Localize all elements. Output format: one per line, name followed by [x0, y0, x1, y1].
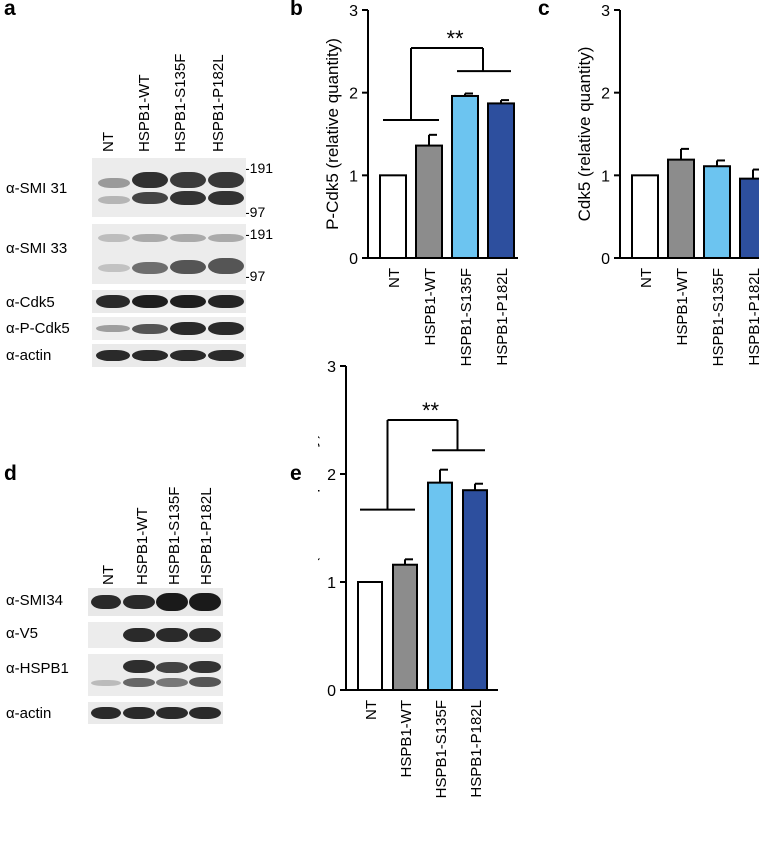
- panel-letter-b: b: [290, 0, 303, 20]
- x-tick-label: HSPB1-S135F: [458, 268, 475, 366]
- bar: [739, 177, 759, 259]
- bar: [427, 481, 453, 691]
- mw-marker: -97: [245, 204, 266, 220]
- x-tick-label: HSPB1-WT: [674, 268, 691, 346]
- x-tick-label: NT: [363, 700, 380, 720]
- y-axis-label: P-Cdk5 (relative quantity): [323, 38, 342, 230]
- blot-strip-smi34: [88, 588, 223, 616]
- x-tick-label: NT: [638, 268, 655, 288]
- y-tick-label: 2: [349, 86, 358, 103]
- mw-marker: -97: [245, 268, 266, 284]
- blot-d-row-label: α-HSPB1: [6, 660, 69, 677]
- blot-d-lane-label: HSPB1-S135F: [166, 486, 183, 585]
- blot-strip-hspb1: [88, 654, 223, 696]
- blot-d-row-label: α-SMI34: [6, 592, 64, 609]
- panel-letter-e: e: [290, 462, 302, 485]
- bar: [415, 144, 443, 259]
- blot-d-row-label: α-actin: [6, 705, 52, 722]
- blot-strip-smi33: [92, 224, 246, 284]
- blot-d-lane-label: HSPB1-WT: [134, 507, 151, 585]
- chart-c: 0 1 2 3 Cdk5 (relative quantity) NT HSPB1-WT HS…: [575, 3, 759, 366]
- blot-strip-cdk5: [92, 290, 246, 313]
- significance-label: **: [446, 26, 464, 51]
- blot-a-lane-label: HSPB1-S135F: [172, 53, 189, 152]
- y-tick-label: 3: [327, 359, 336, 376]
- bar: [631, 174, 659, 259]
- x-tick-label: HSPB1-P182L: [494, 268, 511, 366]
- blot-a-lane-label: HSPB1-P182L: [210, 54, 227, 152]
- blot-a-row-label: α-P-Cdk5: [6, 320, 70, 337]
- y-tick-label: 1: [349, 168, 358, 185]
- bar: [451, 94, 479, 260]
- blot-a-lane-label: NT: [100, 132, 117, 152]
- x-tick-label: NT: [386, 268, 403, 288]
- y-tick-label: 0: [349, 251, 358, 268]
- chart-e: 0 1 2 3 SMI-34 (relative quantity) NT HSPB1-WT…: [318, 359, 498, 798]
- y-tick-label: 1: [327, 575, 336, 592]
- blot-strip-actin-d: [88, 702, 223, 724]
- panel-letter-c: c: [538, 0, 550, 20]
- blot-d-row-label: α-V5: [6, 625, 39, 642]
- blot-strip-pcdk5: [92, 317, 246, 340]
- blot-d-lane-label: HSPB1-P182L: [198, 487, 215, 585]
- bar: [703, 165, 731, 260]
- blot-a-lane-label: HSPB1-WT: [136, 74, 153, 152]
- x-tick-label: HSPB1-WT: [398, 700, 415, 778]
- mw-marker: -191: [245, 160, 274, 176]
- y-tick-label: 1: [601, 168, 610, 185]
- x-tick-label: HSPB1-P182L: [468, 700, 485, 798]
- y-tick-label: 0: [327, 683, 336, 700]
- mw-marker: -191: [245, 226, 274, 242]
- y-tick-label: 3: [349, 3, 358, 20]
- y-axis-label: SMI-34 (relative quantity): [318, 433, 320, 623]
- bar: [379, 174, 407, 259]
- y-axis-label: Cdk5 (relative quantity): [575, 47, 594, 222]
- y-tick-label: 0: [601, 251, 610, 268]
- bar: [357, 581, 383, 691]
- bar: [462, 489, 488, 691]
- blot-strip-smi31: [92, 158, 246, 217]
- x-tick-label: HSPB1-S135F: [710, 268, 727, 366]
- bar: [487, 102, 515, 259]
- y-tick-label: 3: [601, 3, 610, 20]
- blot-d-lane-label: NT: [100, 565, 117, 585]
- blot-a-row-label: α-SMI 31: [6, 180, 68, 197]
- blot-a-row-label: α-actin: [6, 347, 52, 364]
- y-tick-label: 2: [601, 86, 610, 103]
- x-tick-label: HSPB1-WT: [422, 268, 439, 346]
- blot-a-row-label: α-Cdk5: [6, 294, 55, 311]
- panel-letter-a: a: [4, 0, 16, 20]
- blot-strip-v5: [88, 622, 223, 648]
- bar: [667, 158, 695, 259]
- blot-strip-actin: [92, 344, 246, 367]
- x-tick-label: HSPB1-S135F: [433, 700, 450, 798]
- bar: [392, 563, 418, 691]
- blot-a-row-label: α-SMI 33: [6, 240, 68, 257]
- x-tick-label: HSPB1-P182L: [746, 268, 759, 366]
- y-tick-label: 2: [327, 467, 336, 484]
- chart-b: 0 1 2 3 P-Cdk5 (relative quantity) NT HSPB1-WT…: [323, 3, 518, 366]
- panel-letter-d: d: [4, 462, 17, 485]
- significance-label: **: [422, 398, 440, 423]
